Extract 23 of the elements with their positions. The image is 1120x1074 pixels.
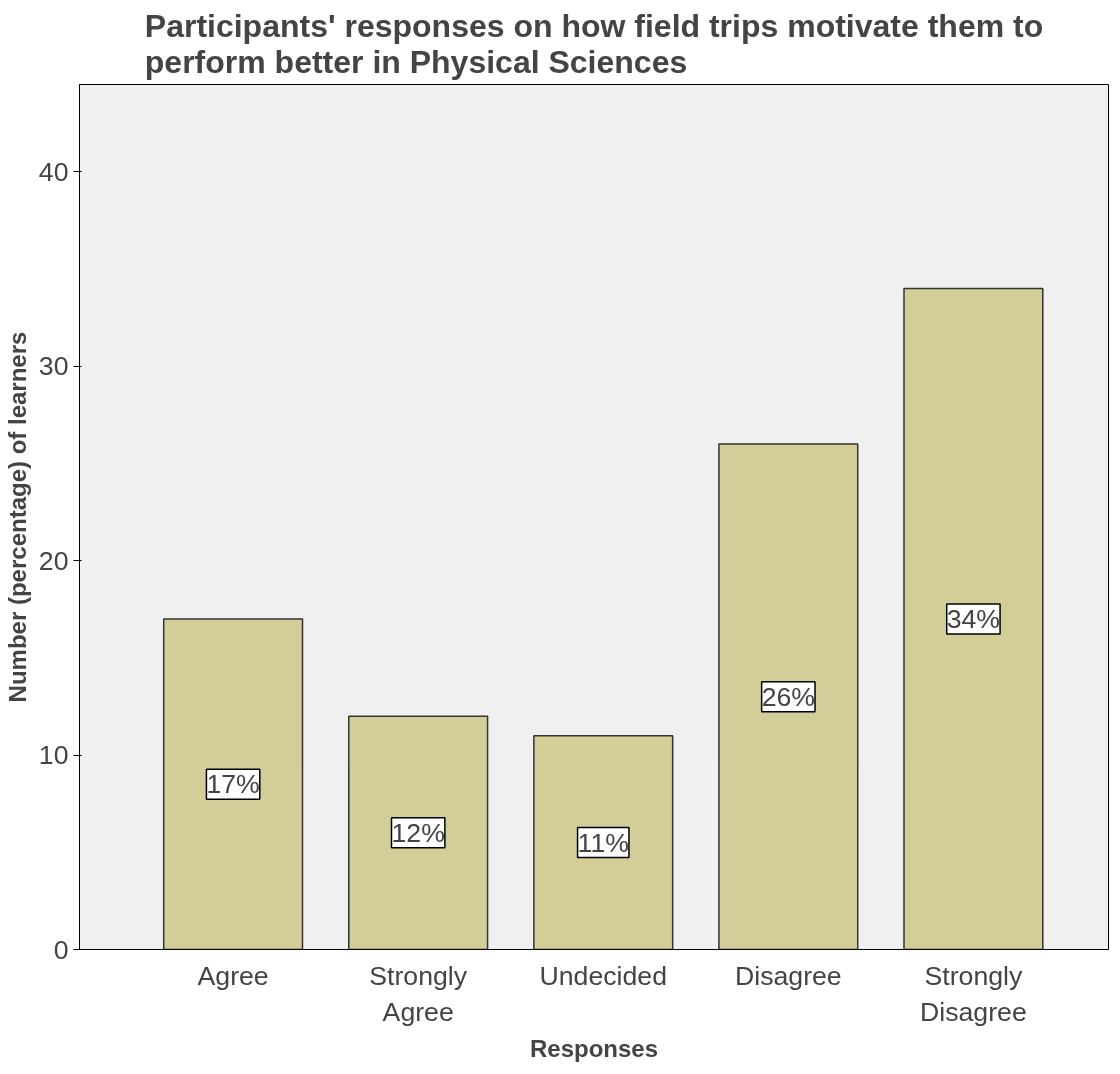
x-tick-label: Strongly Disagree <box>920 960 1027 1027</box>
data-label: 34% <box>946 604 1001 635</box>
bar <box>162 618 304 950</box>
x-tick-label: Agree <box>197 960 269 991</box>
data-label: 11% <box>577 827 629 858</box>
data-label: 17% <box>206 769 260 800</box>
bar <box>903 287 1044 950</box>
x-tick-label: Disagree <box>734 960 842 991</box>
chart-title: Participants' responses on how field trips motivate them to perform better in Physical Sciences <box>144 7 1044 80</box>
x-axis-title: Responses <box>529 1034 659 1062</box>
x-tick-label: Strongly Agree <box>369 960 468 1027</box>
x-tick-label: Undecided <box>539 960 667 991</box>
bar <box>718 443 859 950</box>
y-tick-label: 30 <box>38 351 69 382</box>
data-label: 26% <box>761 681 816 712</box>
y-axis-title: Number (percentage) of learners <box>3 331 31 703</box>
data-label: 12% <box>391 817 445 848</box>
y-tick-label: 40 <box>38 156 69 187</box>
bar <box>533 734 674 950</box>
y-tick-label: 10 <box>38 740 69 771</box>
y-tick-label: 0 <box>53 934 69 965</box>
bar <box>348 715 489 950</box>
y-tick-label: 20 <box>38 545 69 576</box>
